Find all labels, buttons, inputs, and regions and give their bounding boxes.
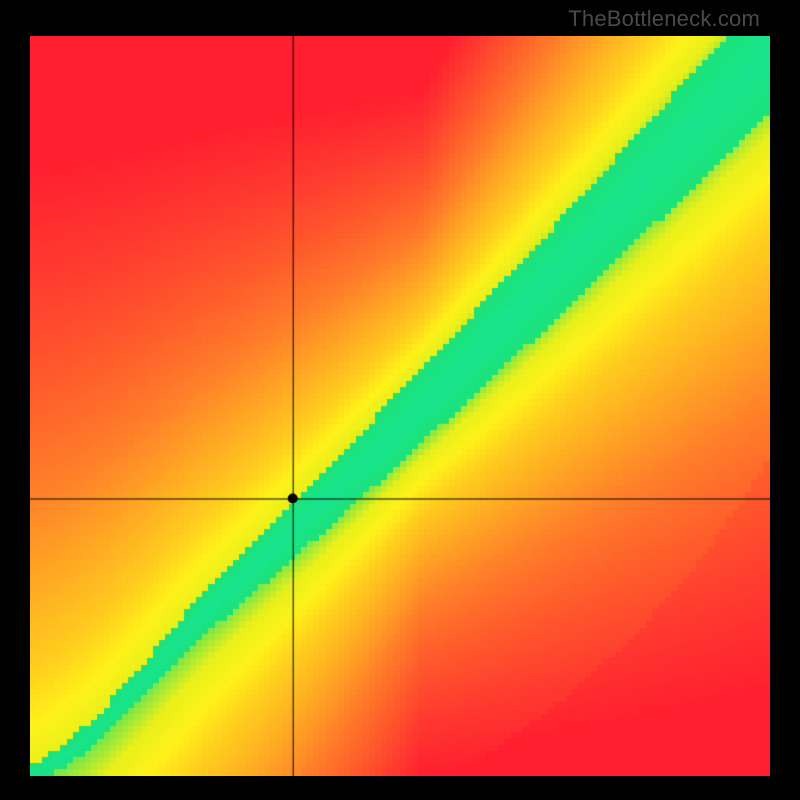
watermark-label: TheBottleneck.com [568, 6, 760, 32]
plot-area [30, 36, 770, 776]
chart-container: TheBottleneck.com [0, 0, 800, 800]
crosshair-overlay [30, 36, 770, 776]
